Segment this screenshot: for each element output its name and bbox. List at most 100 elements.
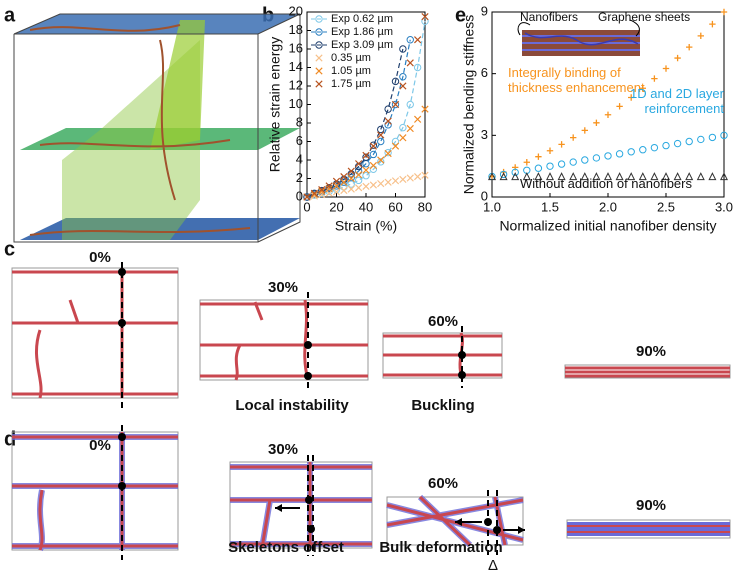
y-tick-label: 6 — [481, 65, 488, 80]
marker — [696, 172, 705, 181]
legend-marker — [315, 54, 323, 62]
marker — [406, 59, 414, 67]
marker — [391, 142, 400, 150]
marker — [421, 105, 429, 113]
marker — [377, 156, 385, 164]
x-tick-label: 0 — [303, 199, 310, 214]
marker — [355, 184, 363, 192]
marker — [391, 137, 400, 146]
marker — [639, 85, 646, 92]
markers-d — [118, 425, 525, 560]
marker — [310, 190, 318, 198]
marker — [615, 150, 624, 158]
marker — [616, 103, 623, 110]
marker — [674, 54, 681, 62]
marker — [511, 172, 520, 181]
marker — [406, 36, 414, 44]
marker — [697, 32, 704, 40]
marker — [325, 182, 333, 190]
caption: Local instability — [235, 397, 349, 414]
marker — [354, 176, 363, 185]
marker — [340, 186, 348, 195]
legend-marker — [315, 41, 323, 49]
strain-label: 90% — [636, 497, 666, 514]
marker — [673, 139, 682, 148]
x-tick-label: 1.5 — [541, 199, 559, 214]
panel-label: e — [455, 4, 466, 26]
legend-marker — [315, 28, 323, 36]
x-tick-label: 3.0 — [715, 199, 733, 214]
marker — [581, 156, 589, 164]
marker — [662, 141, 670, 150]
marker — [377, 158, 385, 166]
marker — [638, 172, 647, 181]
marker — [685, 172, 694, 181]
marker — [592, 154, 601, 162]
marker — [558, 141, 565, 148]
caption: Skeletons offset — [228, 539, 344, 556]
marker — [406, 124, 414, 133]
marker — [720, 8, 728, 16]
legend-label: 1.75 µm — [331, 78, 371, 90]
x-tick-label: 80 — [418, 199, 432, 214]
marker — [391, 100, 400, 109]
x-axis-label: Normalized initial nanofiber density — [499, 218, 716, 234]
marker — [310, 189, 318, 197]
y-tick-label: 2 — [296, 170, 303, 185]
marker — [362, 166, 370, 174]
marker — [384, 149, 392, 158]
marker — [499, 172, 508, 181]
annotation: Graphene sheets — [598, 10, 690, 24]
marker — [523, 159, 530, 166]
series-label-text: Without addition of nanofibers — [520, 176, 692, 191]
marker — [332, 188, 341, 196]
marker — [406, 174, 414, 182]
marker — [369, 181, 377, 189]
marker — [340, 173, 348, 181]
marker — [557, 172, 566, 181]
marker — [661, 172, 671, 181]
x-tick-label: 60 — [388, 199, 402, 214]
y-tick-label: 4 — [296, 151, 303, 166]
marker — [686, 43, 693, 51]
marker — [318, 187, 326, 196]
legend-label: Exp 0.62 µm — [331, 13, 393, 25]
marker — [399, 82, 407, 90]
marker — [569, 172, 578, 181]
marker — [499, 170, 508, 179]
legend-label: 0.35 µm — [331, 52, 371, 64]
marker — [325, 185, 333, 193]
marker — [593, 119, 600, 126]
marker — [639, 146, 647, 154]
marker — [534, 164, 543, 172]
y-tick-label: 16 — [289, 40, 303, 55]
marker — [720, 131, 728, 140]
marker — [384, 117, 392, 125]
series-label-text: 1D and 2D layer reinforcement — [630, 86, 724, 116]
marker — [535, 153, 542, 160]
marker — [414, 115, 422, 123]
y-axis-label: Relative strain energy — [267, 37, 283, 172]
series-label: 1D and 2D layer reinforcement — [630, 86, 724, 116]
marker — [369, 141, 378, 149]
y-tick-label: 0 — [296, 188, 303, 203]
marker — [708, 172, 717, 181]
x-tick-label: 1.0 — [483, 199, 501, 214]
marker — [340, 178, 348, 186]
render-3d — [13, 13, 301, 243]
network-d — [11, 431, 731, 552]
y-tick-label: 9 — [481, 3, 488, 18]
marker — [318, 185, 326, 194]
marker — [651, 75, 658, 82]
marker — [310, 192, 318, 200]
marker — [719, 172, 729, 181]
marker — [569, 158, 577, 166]
y-tick-label: 10 — [289, 96, 303, 111]
marker — [399, 134, 407, 142]
marker — [399, 123, 407, 132]
marker — [347, 185, 355, 193]
marker — [355, 160, 363, 168]
y-tick-label: 6 — [296, 133, 303, 148]
marker — [615, 172, 624, 181]
